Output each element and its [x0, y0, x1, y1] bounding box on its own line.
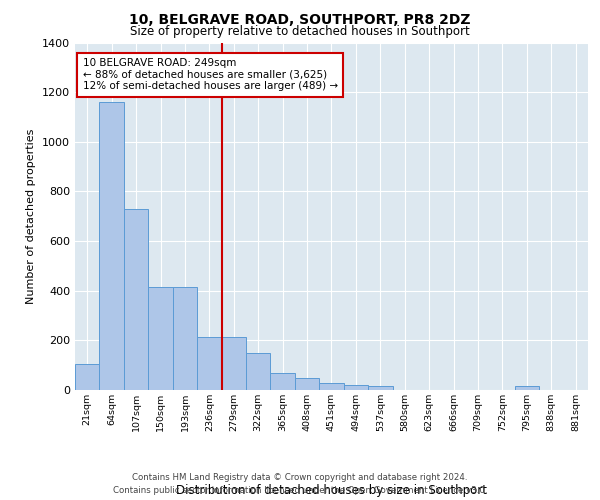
- Bar: [148, 287, 173, 390]
- Text: 10 BELGRAVE ROAD: 249sqm
← 88% of detached houses are smaller (3,625)
12% of sem: 10 BELGRAVE ROAD: 249sqm ← 88% of detach…: [83, 58, 338, 92]
- Text: Size of property relative to detached houses in Southport: Size of property relative to detached ho…: [130, 25, 470, 38]
- Bar: [246, 353, 271, 390]
- Bar: [295, 378, 319, 390]
- Text: Contains HM Land Registry data © Crown copyright and database right 2024.
Contai: Contains HM Land Registry data © Crown c…: [113, 474, 487, 495]
- Bar: [271, 372, 295, 390]
- Bar: [100, 102, 124, 390]
- Bar: [319, 382, 344, 390]
- Text: 10, BELGRAVE ROAD, SOUTHPORT, PR8 2DZ: 10, BELGRAVE ROAD, SOUTHPORT, PR8 2DZ: [129, 12, 471, 26]
- Bar: [221, 336, 246, 390]
- Bar: [344, 385, 368, 390]
- Bar: [197, 336, 221, 390]
- Bar: [124, 209, 148, 390]
- X-axis label: Distribution of detached houses by size in Southport: Distribution of detached houses by size …: [176, 484, 487, 497]
- Y-axis label: Number of detached properties: Number of detached properties: [26, 128, 37, 304]
- Bar: [368, 386, 392, 390]
- Bar: [173, 287, 197, 390]
- Bar: [515, 386, 539, 390]
- Bar: [75, 364, 100, 390]
